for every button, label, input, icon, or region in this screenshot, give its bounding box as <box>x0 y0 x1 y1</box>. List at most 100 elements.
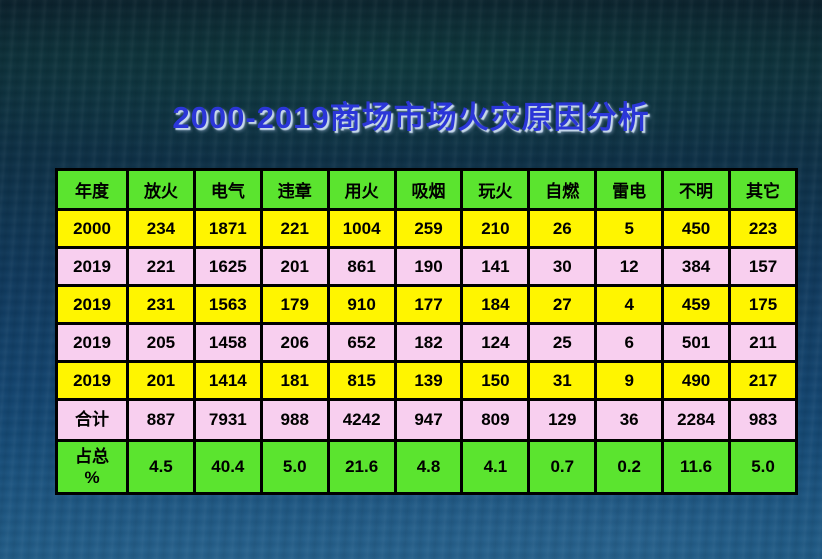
value-cell: 206 <box>259 322 330 363</box>
column-header: 电气 <box>192 168 263 211</box>
value-cell: 4 <box>594 284 665 325</box>
row-label-cell: 2019 <box>55 284 129 325</box>
table-header: 年度 放火 电气 违章 用火 吸烟 玩火 自燃 雷电 不明 其它 <box>55 168 798 211</box>
value-cell: 210 <box>460 208 531 249</box>
column-header: 违章 <box>259 168 330 211</box>
value-cell: 815 <box>326 360 397 401</box>
value-cell: 221 <box>126 246 196 287</box>
row-label-cell: 2019 <box>55 360 129 401</box>
column-header: 不明 <box>661 168 732 211</box>
value-cell: 9 <box>594 360 665 401</box>
value-cell: 26 <box>527 208 598 249</box>
value-cell: 5 <box>594 208 665 249</box>
value-cell: 887 <box>126 398 196 442</box>
value-cell: 205 <box>126 322 196 363</box>
value-cell: 177 <box>393 284 464 325</box>
value-cell: 217 <box>728 360 798 401</box>
value-cell: 30 <box>527 246 598 287</box>
column-header: 自燃 <box>527 168 598 211</box>
value-cell: 384 <box>661 246 732 287</box>
value-cell: 182 <box>393 322 464 363</box>
value-cell: 1625 <box>192 246 263 287</box>
value-cell: 223 <box>728 208 798 249</box>
slide-title: 2000-2019商场市场火灾原因分析 <box>172 100 650 135</box>
value-cell: 36 <box>594 398 665 442</box>
row-label-cell: 2000 <box>55 208 129 249</box>
value-cell: 234 <box>126 208 196 249</box>
value-cell: 910 <box>326 284 397 325</box>
value-cell: 450 <box>661 208 732 249</box>
value-cell: 190 <box>393 246 464 287</box>
value-cell: 181 <box>259 360 330 401</box>
fire-cause-table: 年度 放火 电气 违章 用火 吸烟 玩火 自燃 雷电 不明 其它 2000 234 1871 221 100… <box>55 168 798 495</box>
value-cell: 1004 <box>326 208 397 249</box>
value-cell: 809 <box>460 398 531 442</box>
value-cell: 4.8 <box>393 439 464 495</box>
table-row: 2019 205 1458 206 652 182 124 25 6 501 211 <box>55 322 798 363</box>
value-cell: 11.6 <box>661 439 732 495</box>
value-cell: 157 <box>728 246 798 287</box>
value-cell: 12 <box>594 246 665 287</box>
value-cell: 459 <box>661 284 732 325</box>
value-cell: 5.0 <box>259 439 330 495</box>
value-cell: 150 <box>460 360 531 401</box>
row-label-cell: 占总 % <box>55 439 129 495</box>
value-cell: 652 <box>326 322 397 363</box>
value-cell: 139 <box>393 360 464 401</box>
value-cell: 0.7 <box>527 439 598 495</box>
value-cell: 179 <box>259 284 330 325</box>
value-cell: 861 <box>326 246 397 287</box>
value-cell: 175 <box>728 284 798 325</box>
value-cell: 988 <box>259 398 330 442</box>
value-cell: 983 <box>728 398 798 442</box>
value-cell: 141 <box>460 246 531 287</box>
value-cell: 4.1 <box>460 439 531 495</box>
value-cell: 4242 <box>326 398 397 442</box>
value-cell: 1871 <box>192 208 263 249</box>
value-cell: 0.2 <box>594 439 665 495</box>
value-cell: 6 <box>594 322 665 363</box>
row-label-cell: 2019 <box>55 322 129 363</box>
value-cell: 129 <box>527 398 598 442</box>
value-cell: 201 <box>259 246 330 287</box>
value-cell: 947 <box>393 398 464 442</box>
value-cell: 1458 <box>192 322 263 363</box>
table-row: 2019 201 1414 181 815 139 150 31 9 490 217 <box>55 360 798 401</box>
column-header: 用火 <box>326 168 397 211</box>
column-header: 雷电 <box>594 168 665 211</box>
value-cell: 490 <box>661 360 732 401</box>
value-cell: 5.0 <box>728 439 798 495</box>
value-cell: 25 <box>527 322 598 363</box>
value-cell: 184 <box>460 284 531 325</box>
value-cell: 231 <box>126 284 196 325</box>
value-cell: 211 <box>728 322 798 363</box>
table-row: 2019 221 1625 201 861 190 141 30 12 384 157 <box>55 246 798 287</box>
value-cell: 201 <box>126 360 196 401</box>
value-cell: 501 <box>661 322 732 363</box>
value-cell: 124 <box>460 322 531 363</box>
value-cell: 259 <box>393 208 464 249</box>
column-header: 放火 <box>126 168 196 211</box>
value-cell: 1414 <box>192 360 263 401</box>
value-cell: 40.4 <box>192 439 263 495</box>
row-label-cell: 2019 <box>55 246 129 287</box>
value-cell: 21.6 <box>326 439 397 495</box>
column-header: 玩火 <box>460 168 531 211</box>
column-header: 年度 <box>55 168 129 211</box>
value-cell: 2284 <box>661 398 732 442</box>
column-header: 其它 <box>728 168 798 211</box>
value-cell: 221 <box>259 208 330 249</box>
value-cell: 1563 <box>192 284 263 325</box>
column-header: 吸烟 <box>393 168 464 211</box>
value-cell: 31 <box>527 360 598 401</box>
table-row: 占总 % 4.5 40.4 5.0 21.6 4.8 4.1 0.7 0.2 11.6 5.0 <box>55 439 798 495</box>
table-row: 2000 234 1871 221 1004 259 210 26 5 450 223 <box>55 208 798 249</box>
table-row: 合计 887 7931 988 4242 947 809 129 36 2284 983 <box>55 398 798 442</box>
value-cell: 4.5 <box>126 439 196 495</box>
value-cell: 7931 <box>192 398 263 442</box>
row-label-cell: 合计 <box>55 398 129 442</box>
table-body: 2000 234 1871 221 1004 259 210 26 5 450 223 2019 221… <box>55 208 798 495</box>
table-row: 2019 231 1563 179 910 177 184 27 4 459 175 <box>55 284 798 325</box>
table-header-row: 年度 放火 电气 违章 用火 吸烟 玩火 自燃 雷电 不明 其它 <box>55 168 798 211</box>
